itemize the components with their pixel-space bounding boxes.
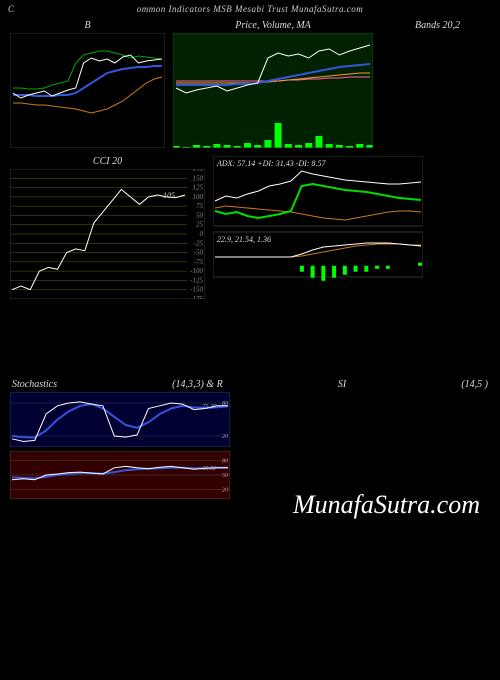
watermark: MunafaSutra.com: [293, 490, 480, 520]
stoch-title-si: SI: [338, 379, 346, 390]
header-text: ommon Indicators MSB Mesabi Trust Munafa…: [137, 4, 364, 14]
svg-text:ADX: 57.14 +DI: 31.43 -DI: 8: ADX: 57.14 +DI: 31.43 -DI: 8.57: [216, 159, 326, 168]
price-ma-chart: [173, 33, 373, 148]
svg-text:100: 100: [193, 193, 204, 201]
svg-text:-175: -175: [190, 295, 203, 299]
stoch-row: 802075.25: [0, 392, 500, 447]
stoch-title-right: (14,5 ): [461, 379, 488, 390]
bands-col: Bands 20,2: [381, 20, 490, 148]
svg-text:-125: -125: [190, 276, 203, 284]
top-row: B Price, Volume, MA Bands 20,2: [0, 20, 500, 148]
bollinger-panel: B: [10, 20, 165, 148]
cci-panel: CCI 20 1751501251007550250-25-50-75-100-…: [10, 156, 205, 299]
stoch-header: Stochastics (14,3,3) & R SI (14,5 ): [0, 379, 500, 390]
bollinger-title: B: [10, 20, 165, 31]
svg-text:80: 80: [222, 459, 228, 465]
svg-text:175: 175: [193, 169, 204, 173]
svg-text:-25: -25: [194, 239, 204, 247]
svg-text:105: 105: [163, 191, 175, 200]
cci-title: CCI 20: [10, 156, 205, 167]
svg-text:-50: -50: [194, 249, 204, 257]
bollinger-chart: [10, 33, 165, 148]
svg-text:75: 75: [196, 202, 204, 210]
svg-text:20: 20: [222, 434, 228, 440]
svg-text:75.25: 75.25: [203, 404, 217, 410]
svg-text:25: 25: [196, 221, 204, 229]
svg-text:50: 50: [196, 211, 204, 219]
svg-text:20: 20: [222, 487, 228, 493]
cci-chart: 175150 1251007550 250-25 -50-75-100-125 -150…: [10, 169, 205, 299]
svg-text:-150: -150: [190, 286, 203, 294]
header-prefix: C: [8, 4, 15, 14]
svg-text:-100: -100: [190, 267, 203, 275]
svg-text:65.53: 65.53: [203, 466, 217, 472]
svg-text:150: 150: [193, 174, 204, 182]
svg-text:0: 0: [200, 230, 204, 238]
price-ma-panel: Price, Volume, MA: [173, 20, 373, 148]
stoch-title-mid: (14,3,3) & R: [172, 379, 223, 390]
adx-macd-chart: ADX: 57.14 +DI: 31.43 -DI: 8.57 22.9, 21.…: [213, 156, 423, 298]
adx-macd-panel: ADX: 57.14 +DI: 31.43 -DI: 8.57 22.9, 21.…: [213, 156, 423, 299]
rsi-chart: 80 50 20 65.53: [10, 451, 230, 499]
stoch-title-left: Stochastics: [12, 379, 57, 390]
stochastics-chart: 802075.25: [10, 392, 230, 447]
bands-title: Bands 20,2: [381, 20, 490, 31]
svg-text:125: 125: [193, 184, 204, 192]
page-header: C ommon Indicators MSB Mesabi Trust Muna…: [0, 0, 500, 18]
svg-text:-75: -75: [194, 258, 204, 266]
svg-text:50: 50: [222, 473, 228, 479]
svg-text:22.9, 21.54, 1.36: 22.9, 21.54, 1.36: [217, 235, 271, 244]
price-ma-title: Price, Volume, MA: [173, 20, 373, 31]
mid-row: CCI 20 1751501251007550250-25-50-75-100-…: [0, 156, 500, 299]
